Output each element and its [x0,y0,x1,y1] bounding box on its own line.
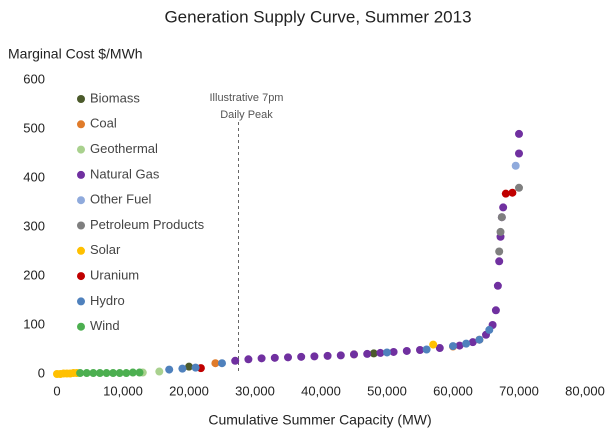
point [389,347,398,356]
point [383,348,391,357]
point [191,363,200,372]
point [376,348,385,357]
y-tick-label: 200 [23,267,45,282]
x-tick-label: 70,000 [499,383,539,398]
x-axis-title: Cumulative Summer Capacity (MW) [208,412,431,428]
point [231,356,240,365]
legend-label: Uranium [90,268,139,283]
point [297,352,306,361]
legend-label: Petroleum Products [90,217,205,232]
point [515,129,523,138]
y-tick-label: 0 [38,365,45,380]
legend-label: Hydro [90,293,125,308]
point [493,281,502,290]
point [499,203,508,212]
legend-label: Wind [90,318,120,333]
y-tick-label: 300 [23,218,45,233]
legend-label: Other Fuel [90,192,152,207]
legend-label: Geothermal [90,141,158,156]
annotation: Illustrative 7pm [210,92,284,104]
point [244,355,253,364]
point [270,353,279,362]
point [336,351,345,360]
chart-title: Generation Supply Curve, Summer 2013 [164,7,471,26]
point [155,367,164,376]
point [109,369,118,378]
y-tick-label: 500 [23,120,45,135]
point [402,346,411,355]
legend-label: Natural Gas [90,166,160,181]
legend-marker [77,196,85,205]
point [491,306,500,315]
legend-marker [77,145,85,154]
legend-label: Biomass [90,90,140,105]
point [495,257,504,266]
legend-marker [77,95,85,103]
point [495,247,504,256]
point [76,369,85,378]
legend-label: Coal [90,116,117,131]
point [350,350,358,359]
legend-marker [77,246,85,255]
x-tick-label: 60,000 [433,383,473,398]
x-tick-label: 30,000 [235,383,275,398]
point [165,365,174,374]
point [82,369,91,378]
point [455,341,464,350]
legend-marker [77,120,85,129]
annotation: Daily Peak [220,109,273,121]
x-tick-label: 80,000 [565,383,605,398]
point [323,351,332,360]
point [369,349,378,358]
y-axis-title: Marginal Cost $/MWh [8,46,143,62]
point [310,352,319,361]
legend-marker [77,170,85,179]
point [422,345,431,354]
point [515,183,523,192]
point [468,338,477,347]
point [416,345,424,354]
point [89,369,98,378]
point [497,213,506,222]
x-tick-label: 10,000 [103,383,143,398]
point [501,189,510,198]
point [115,369,124,378]
x-tick-label: 20,000 [169,383,209,398]
point [102,369,111,378]
point [178,364,187,373]
legend-marker [77,297,85,306]
point [485,325,494,334]
point [257,354,266,363]
point [435,344,444,353]
point [515,149,523,158]
legend-marker [77,272,85,281]
point [128,368,137,377]
point [496,227,505,236]
point [429,340,438,349]
y-tick-label: 400 [23,169,45,184]
point [475,335,484,344]
legend-marker [77,322,85,331]
point [363,349,372,358]
x-tick-label: 40,000 [301,383,341,398]
point [462,339,471,348]
point [122,369,131,378]
x-tick-label: 0 [53,383,60,398]
point [511,161,520,170]
point [508,188,517,197]
point [135,368,144,377]
point [218,359,226,368]
point [185,362,193,371]
legend-marker [77,221,85,230]
point [95,369,104,378]
point [449,342,457,351]
y-tick-label: 600 [23,71,45,86]
y-tick-label: 100 [23,316,45,331]
point [284,353,292,362]
x-tick-label: 50,000 [367,383,407,398]
point [211,359,220,368]
legend-label: Solar [90,242,121,257]
